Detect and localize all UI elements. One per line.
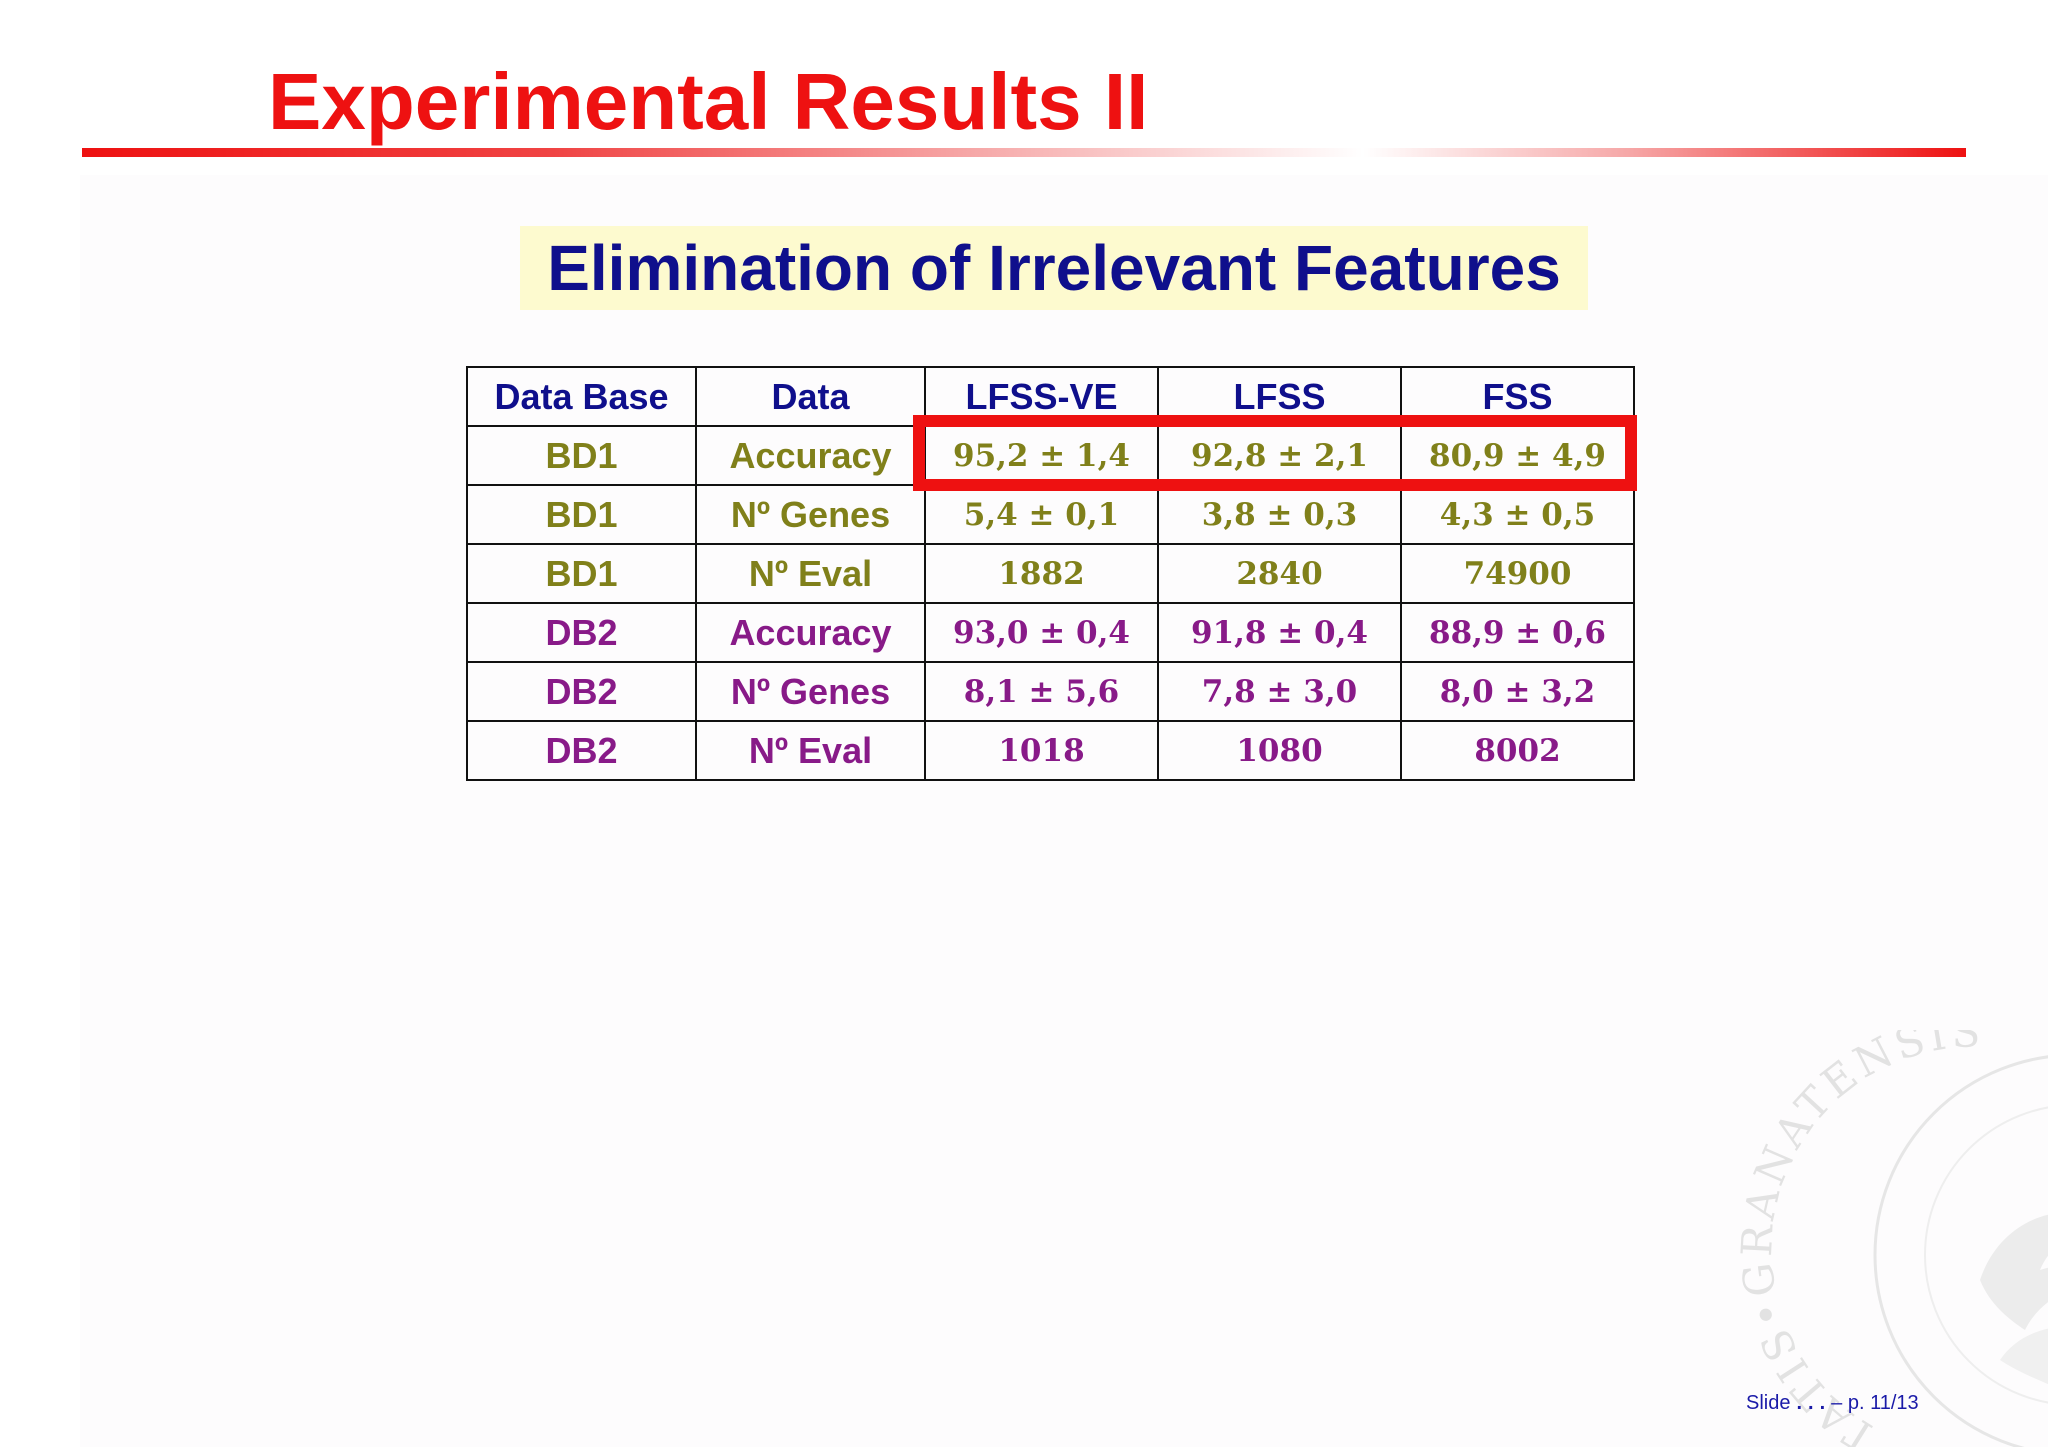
seal-text: TATIS•GRANATENSIS <box>1732 1030 1981 1447</box>
title-underline <box>82 148 1966 157</box>
slide-footer: Slide ...– p. 11/13 <box>1746 1392 1919 1415</box>
cell-lfss: 3,8 ± 0,3 <box>1157 484 1402 545</box>
subtitle-box: Elimination of Irrelevant Features <box>520 226 1588 310</box>
cell-lfss: 7,8 ± 3,0 <box>1157 661 1402 722</box>
cell-lfss: 91,8 ± 0,4 <box>1157 602 1402 663</box>
results-table: Data Base Data LFSS-VE LFSS FSS BD1 Accu… <box>466 366 1635 781</box>
cell-fss: 74900 <box>1400 543 1635 604</box>
slide-subtitle: Elimination of Irrelevant Features <box>547 232 1561 304</box>
table-row: DB2 Accuracy 93,0 ± 0,4 91,8 ± 0,4 88,9 … <box>466 602 1635 663</box>
cell-metric: Nº Eval <box>695 720 926 781</box>
cell-fss: 8,0 ± 3,2 <box>1400 661 1635 722</box>
table-row: DB2 Nº Eval 1018 1080 8002 <box>466 720 1635 781</box>
svg-text:TATIS•GRANATENSIS: TATIS•GRANATENSIS <box>1732 1030 1985 1447</box>
slide-title: Experimental Results II <box>268 57 1149 146</box>
cell-database: BD1 <box>466 543 697 604</box>
cell-lfss-ve: 95,2 ± 1,4 <box>924 425 1159 486</box>
accuracy-highlight-box <box>913 415 1637 491</box>
header-data: Data <box>695 366 926 427</box>
cell-metric: Nº Eval <box>695 543 926 604</box>
cell-metric: Nº Genes <box>695 484 926 545</box>
table-row: DB2 Nº Genes 8,1 ± 5,6 7,8 ± 3,0 8,0 ± 3… <box>466 661 1635 722</box>
cell-database: DB2 <box>466 602 697 663</box>
cell-lfss-ve: 1882 <box>924 543 1159 604</box>
cell-lfss-ve: 5,4 ± 0,1 <box>924 484 1159 545</box>
cell-fss: 80,9 ± 4,9 <box>1400 425 1635 486</box>
cell-lfss: 1080 <box>1157 720 1402 781</box>
cell-lfss: 2840 <box>1157 543 1402 604</box>
cell-metric: Accuracy <box>695 425 926 486</box>
table-row: BD1 Accuracy 95,2 ± 1,4 92,8 ± 2,1 80,9 … <box>466 425 1635 486</box>
cell-lfss-ve: 93,0 ± 0,4 <box>924 602 1159 663</box>
footer-page-number: – p. 11/13 <box>1831 1392 1919 1414</box>
table-row: BD1 Nº Eval 1882 2840 74900 <box>466 543 1635 604</box>
cell-fss: 4,3 ± 0,5 <box>1400 484 1635 545</box>
cell-database: DB2 <box>466 720 697 781</box>
header-data-base: Data Base <box>466 366 697 427</box>
cell-database: DB2 <box>466 661 697 722</box>
cell-metric: Accuracy <box>695 602 926 663</box>
table-row: BD1 Nº Genes 5,4 ± 0,1 3,8 ± 0,3 4,3 ± 0… <box>466 484 1635 545</box>
cell-lfss-ve: 8,1 ± 5,6 <box>924 661 1159 722</box>
footer-nav-dots[interactable]: ... <box>1796 1392 1832 1414</box>
footer-slide-label: Slide <box>1746 1392 1791 1414</box>
cell-metric: Nº Genes <box>695 661 926 722</box>
cell-database: BD1 <box>466 484 697 545</box>
cell-lfss-ve: 1018 <box>924 720 1159 781</box>
cell-fss: 88,9 ± 0,6 <box>1400 602 1635 663</box>
cell-database: BD1 <box>466 425 697 486</box>
university-seal-watermark: TATIS•GRANATENSIS <box>1732 1030 2048 1447</box>
cell-lfss: 92,8 ± 2,1 <box>1157 425 1402 486</box>
cell-fss: 8002 <box>1400 720 1635 781</box>
